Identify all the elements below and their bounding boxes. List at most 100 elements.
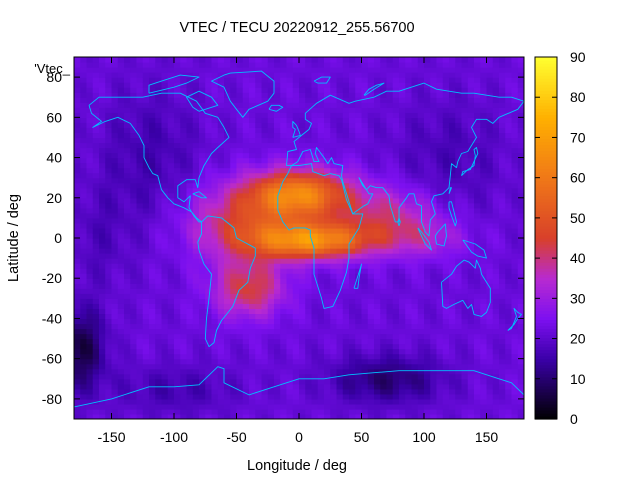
heatmap-cell: [280, 222, 288, 229]
heatmap-cell: [74, 62, 81, 68]
heatmap-cell: [92, 207, 100, 214]
heatmap-cell: [405, 162, 413, 169]
heatmap-cell: [399, 217, 406, 224]
heatmap-cell: [430, 248, 438, 254]
heatmap-cell: [192, 62, 200, 68]
heatmap-cell: [186, 92, 194, 98]
heatmap-cell: [211, 243, 219, 249]
heatmap-cell: [105, 413, 113, 419]
heatmap-cell: [74, 338, 81, 345]
heatmap-cell: [367, 97, 375, 103]
heatmap-cell: [374, 388, 381, 395]
heatmap-cell: [161, 403, 169, 410]
heatmap-cell: [255, 177, 263, 184]
heatmap-cell: [442, 182, 450, 189]
heatmap-cell: [361, 343, 369, 350]
heatmap-cell: [111, 217, 119, 224]
heatmap-cell: [155, 192, 163, 199]
heatmap-cell: [249, 142, 256, 149]
heatmap-cell: [142, 62, 150, 68]
heatmap-cell: [342, 112, 350, 118]
heatmap-cell: [399, 157, 406, 164]
heatmap-cell: [317, 348, 325, 355]
heatmap-cell: [349, 253, 356, 259]
heatmap-cell: [336, 82, 344, 88]
heatmap-cell: [461, 368, 469, 375]
heatmap-cell: [180, 368, 188, 375]
heatmap-cell: [142, 393, 150, 400]
heatmap-cell: [292, 338, 300, 345]
heatmap-cell: [199, 77, 206, 83]
heatmap-cell: [317, 162, 325, 169]
heatmap-cell: [174, 398, 181, 405]
heatmap-cell: [236, 77, 244, 83]
heatmap-cell: [455, 283, 463, 289]
heatmap-cell: [405, 202, 413, 209]
heatmap-cell: [161, 222, 169, 229]
heatmap-cell: [392, 72, 400, 78]
heatmap-cell: [249, 232, 256, 239]
heatmap-cell: [74, 353, 81, 360]
heatmap-cell: [474, 268, 481, 274]
heatmap-cell: [149, 273, 156, 279]
heatmap-cell: [436, 177, 444, 184]
heatmap-cell: [99, 338, 106, 345]
heatmap-cell: [324, 328, 331, 335]
heatmap-cell: [161, 227, 169, 234]
heatmap-cell: [161, 263, 169, 269]
heatmap-cell: [199, 313, 206, 320]
heatmap-cell: [274, 222, 281, 229]
heatmap-cell: [105, 177, 113, 184]
heatmap-cell: [255, 67, 263, 73]
heatmap-cell: [249, 202, 256, 209]
heatmap-cell: [261, 318, 269, 325]
heatmap-cell: [74, 102, 81, 108]
heatmap-cell: [111, 288, 119, 294]
heatmap-cell: [142, 258, 150, 264]
heatmap-cell: [330, 383, 338, 390]
heatmap-cell: [461, 388, 469, 395]
heatmap-cell: [330, 343, 338, 350]
heatmap-cell: [217, 258, 225, 264]
heatmap-cell: [286, 323, 294, 330]
heatmap-cell: [261, 288, 269, 294]
heatmap-cell: [355, 217, 363, 224]
heatmap-cell: [492, 318, 500, 325]
heatmap-cell: [230, 187, 238, 194]
heatmap-cell: [224, 197, 231, 204]
heatmap-cell: [405, 318, 413, 325]
heatmap-cell: [136, 258, 144, 264]
heatmap-cell: [474, 92, 481, 98]
heatmap-cell: [242, 132, 250, 139]
heatmap-cell: [480, 308, 488, 315]
heatmap-cell: [199, 278, 206, 284]
heatmap-cell: [180, 127, 188, 134]
heatmap-cell: [317, 172, 325, 179]
heatmap-cell: [180, 268, 188, 274]
heatmap-cell: [99, 258, 106, 264]
heatmap-cell: [392, 177, 400, 184]
heatmap-cell: [261, 107, 269, 113]
heatmap-cell: [411, 222, 419, 229]
heatmap-cell: [442, 102, 450, 108]
heatmap-cell: [236, 207, 244, 214]
heatmap-cell: [105, 132, 113, 139]
heatmap-cell: [174, 107, 181, 113]
heatmap-cell: [174, 72, 181, 78]
heatmap-cell: [230, 182, 238, 189]
heatmap-cell: [474, 172, 481, 179]
heatmap-cell: [267, 202, 275, 209]
heatmap-cell: [499, 127, 506, 134]
heatmap-cell: [174, 212, 181, 219]
heatmap-cell: [186, 313, 194, 320]
heatmap-cell: [217, 192, 225, 199]
heatmap-cell: [386, 117, 394, 123]
heatmap-cell: [192, 298, 200, 304]
heatmap-cell: [199, 122, 206, 128]
heatmap-cell: [236, 273, 244, 279]
heatmap-cell: [286, 232, 294, 239]
heatmap-cell: [386, 97, 394, 103]
heatmap-cell: [174, 388, 181, 395]
heatmap-cell: [117, 187, 125, 194]
heatmap-cell: [336, 298, 344, 304]
